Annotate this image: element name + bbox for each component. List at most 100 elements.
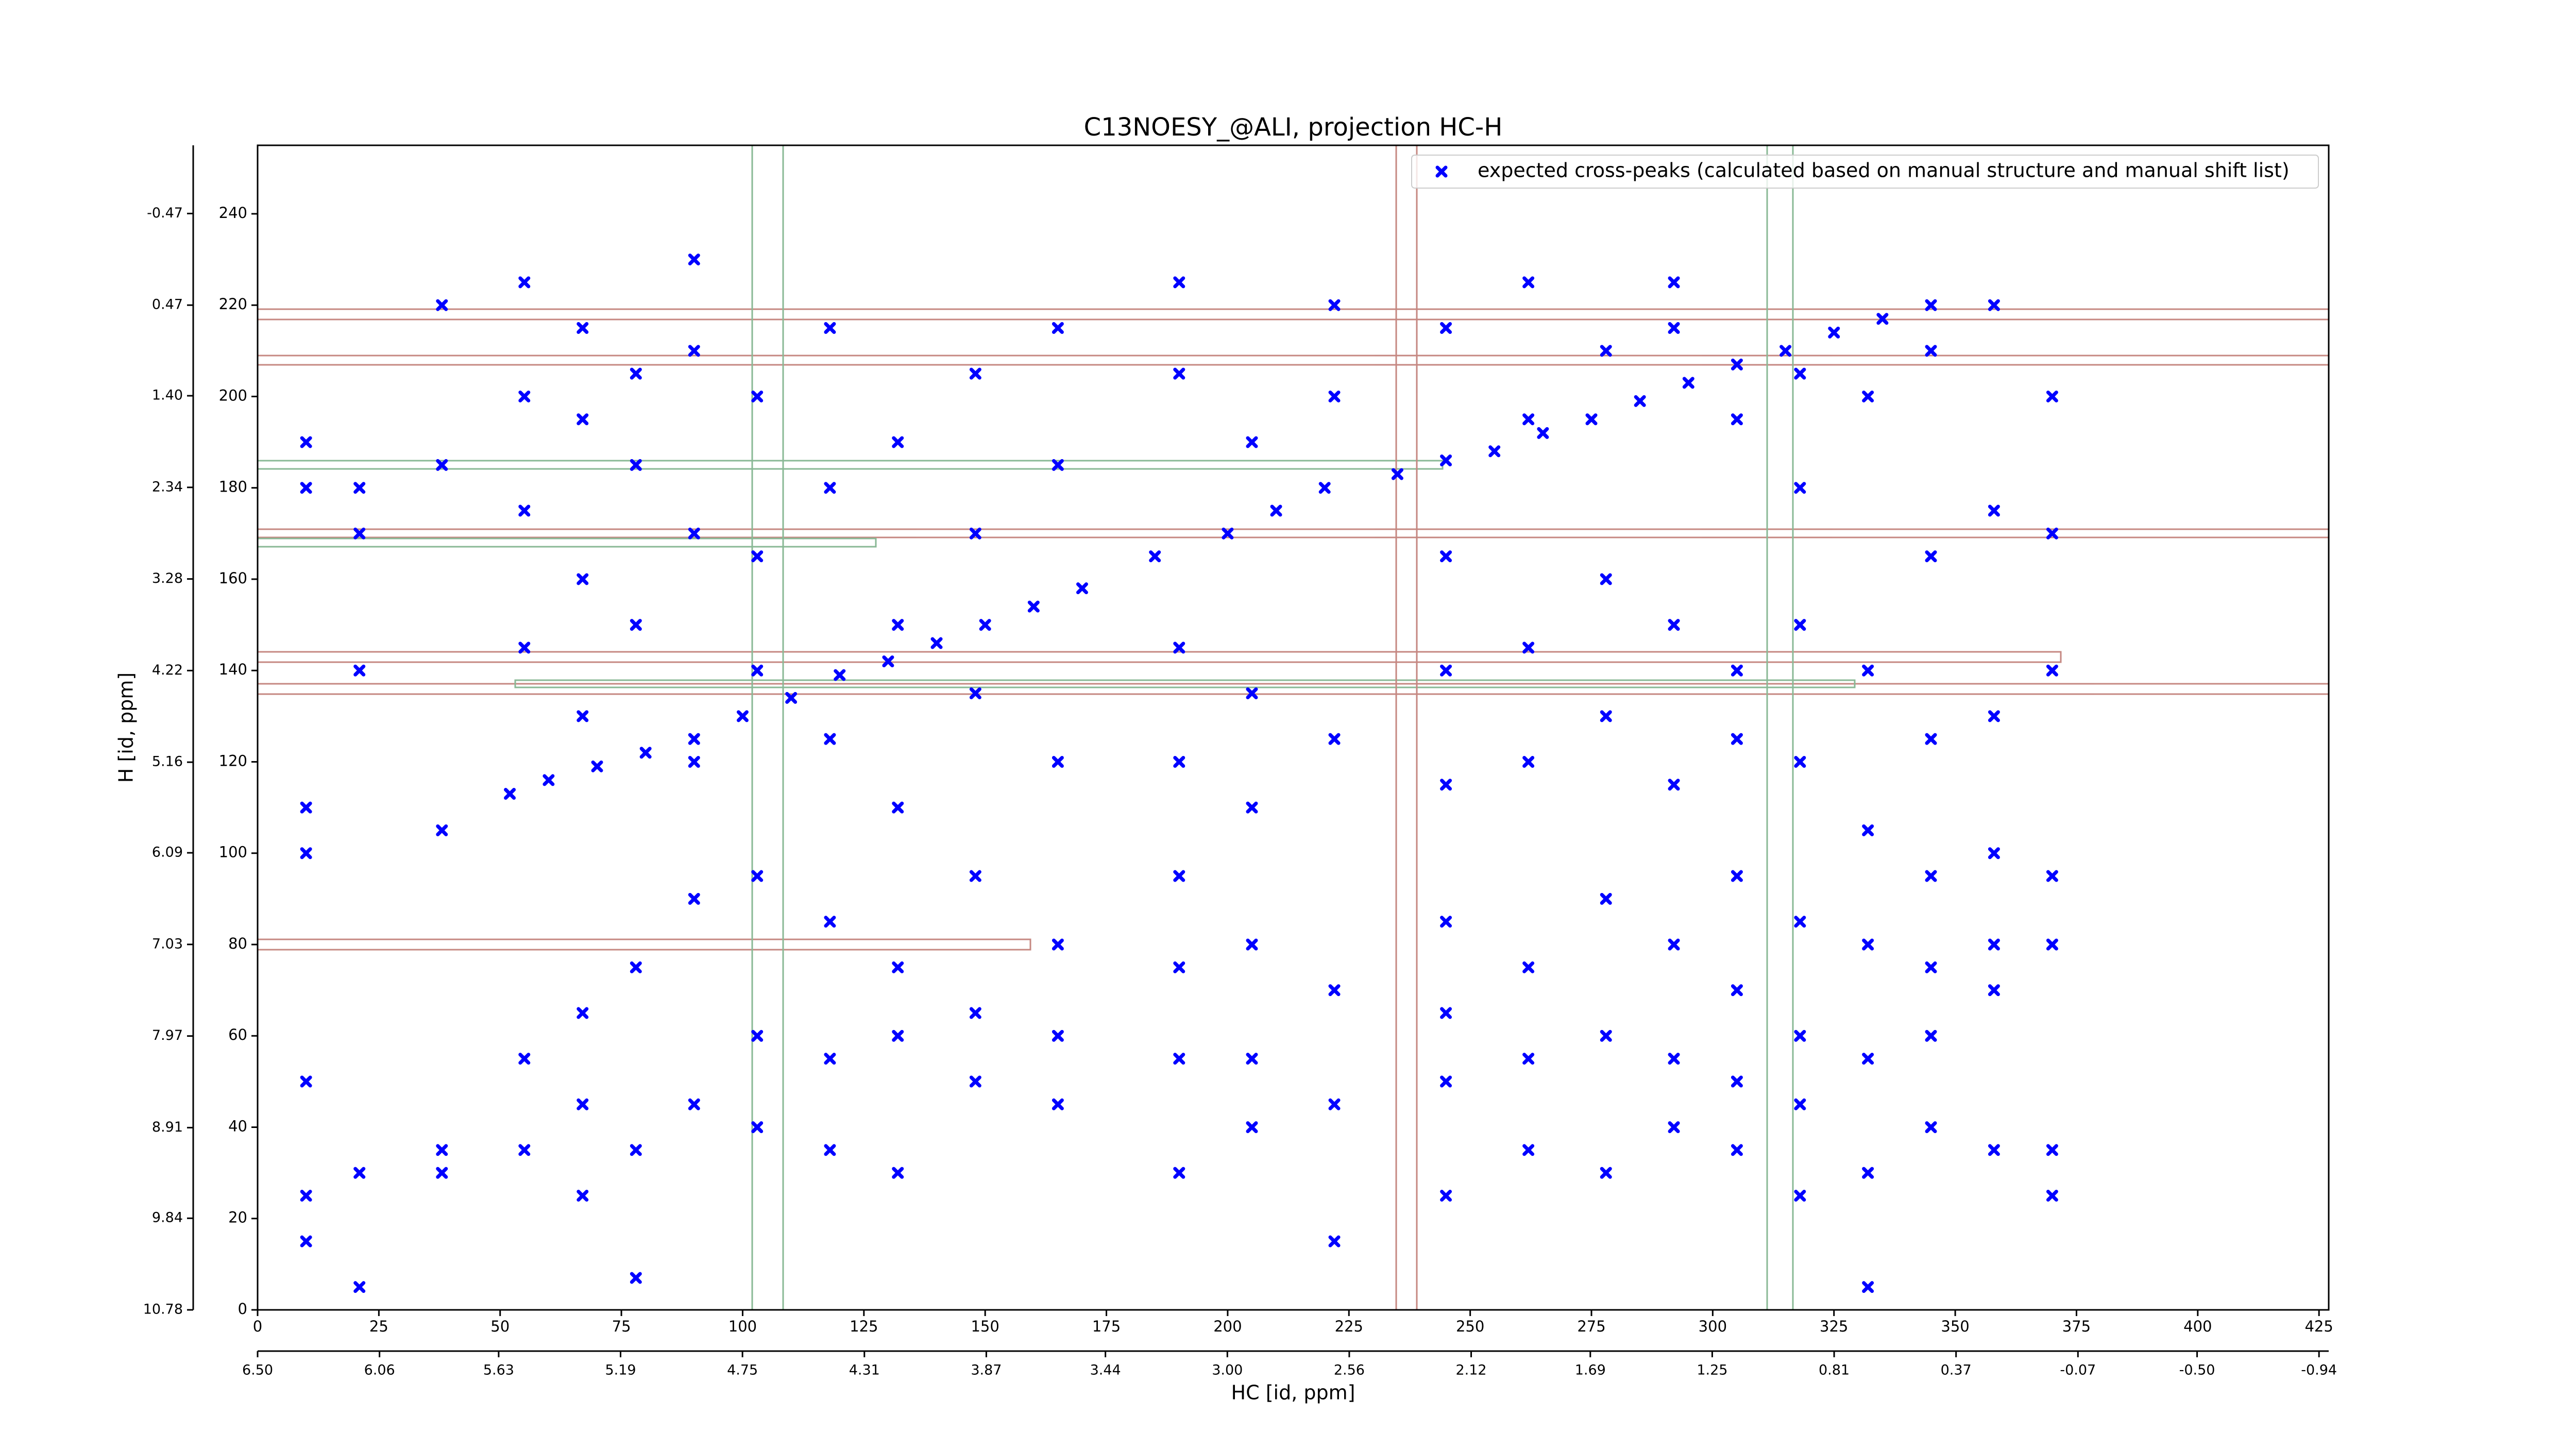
data-point (969, 1007, 981, 1019)
data-point (1862, 824, 1874, 836)
data-point (436, 824, 448, 836)
contour-band (257, 528, 2330, 538)
data-point (1731, 1075, 1743, 1088)
plot-frame (257, 144, 2330, 1311)
data-point (1600, 710, 1612, 722)
y2-tick-label: 9.84 (152, 1210, 183, 1226)
data-point (1440, 454, 1452, 467)
data-point (1328, 1235, 1341, 1248)
y-tick-label: 240 (219, 204, 247, 222)
data-point (1522, 1144, 1535, 1156)
data-point (1862, 1281, 1874, 1293)
y-tick-label: 120 (219, 752, 247, 769)
x2-tick-label: -0.50 (2179, 1362, 2215, 1378)
data-point (1988, 710, 2000, 722)
x-tick-label: 75 (612, 1318, 631, 1335)
data-point (1731, 984, 1743, 997)
data-point (892, 619, 904, 631)
data-point (1925, 1121, 1937, 1133)
data-point (630, 961, 642, 973)
y-axis-label: H [id, ppm] (115, 672, 138, 783)
data-point (577, 710, 589, 722)
x-tick-label: 225 (1335, 1318, 1363, 1335)
data-point (1173, 642, 1185, 654)
data-point (1668, 938, 1680, 951)
x2-tick-label: 0.37 (1941, 1362, 1972, 1378)
data-point (969, 687, 981, 700)
y2-tick-label: 0.47 (152, 297, 183, 313)
data-point (630, 459, 642, 471)
data-point (1876, 313, 1889, 325)
data-point (1925, 733, 1937, 745)
data-point (1988, 1144, 2000, 1156)
data-point (1862, 390, 1874, 402)
data-point (824, 482, 836, 494)
data-point (436, 459, 448, 471)
y2-tick-label: 10.78 (143, 1302, 183, 1318)
data-point (1794, 1030, 1806, 1042)
x-tick-label: 175 (1092, 1318, 1121, 1335)
data-point (1246, 1121, 1258, 1133)
data-point (736, 710, 749, 722)
x2-tick-label: -0.07 (2060, 1362, 2096, 1378)
y-tick-label: 0 (238, 1300, 247, 1318)
data-point (630, 1144, 642, 1156)
data-point (969, 1075, 981, 1088)
data-point (1668, 619, 1680, 631)
y-tick-label: 220 (219, 295, 247, 313)
y-tick-label: 140 (219, 661, 247, 678)
data-point (1731, 1144, 1743, 1156)
data-point (1052, 755, 1064, 768)
y2-tick-label: 6.09 (152, 845, 183, 861)
data-point (969, 367, 981, 380)
legend-box (1411, 155, 2319, 189)
data-point (639, 747, 652, 759)
data-point (591, 760, 603, 772)
contour-band (257, 355, 2330, 366)
data-point (1440, 664, 1452, 677)
data-point (630, 619, 642, 631)
x2-tick-label: 4.75 (727, 1362, 758, 1378)
data-point (1668, 1121, 1680, 1133)
y2-tick-label: 7.03 (152, 936, 183, 952)
data-point (577, 413, 589, 426)
data-point (2046, 938, 2058, 951)
data-point (518, 1144, 531, 1156)
data-point (969, 527, 981, 540)
data-point (1522, 276, 1535, 289)
data-point (834, 669, 846, 681)
data-point (577, 1007, 589, 1019)
data-point (1440, 1075, 1452, 1088)
x2-tick-label: 2.56 (1334, 1362, 1365, 1378)
data-point (1522, 642, 1535, 654)
data-point (1988, 504, 2000, 517)
data-point (2046, 1144, 2058, 1156)
data-point (824, 1144, 836, 1156)
data-point (882, 655, 894, 667)
data-point (1988, 984, 2000, 997)
data-point (1440, 322, 1452, 334)
data-point (892, 961, 904, 973)
data-point (1173, 367, 1185, 380)
data-point (1731, 870, 1743, 882)
data-point (353, 482, 366, 494)
data-point (1052, 459, 1064, 471)
contour-background (257, 144, 2330, 1311)
x-tick-label: 400 (2183, 1318, 2212, 1335)
data-point (1522, 1053, 1535, 1065)
data-point (1173, 1167, 1185, 1179)
contour-band (257, 683, 2330, 695)
data-point (1862, 1167, 1874, 1179)
data-point (1222, 527, 1234, 540)
data-point (751, 870, 764, 882)
data-point (1246, 938, 1258, 951)
data-point (751, 550, 764, 563)
y2-tick-label: 4.22 (152, 662, 183, 678)
data-point (1440, 550, 1452, 563)
contour-band (257, 308, 2330, 321)
data-point (2046, 664, 2058, 677)
data-point (300, 482, 312, 494)
x2-tick-label: 6.50 (242, 1362, 273, 1378)
data-point (979, 619, 991, 631)
data-point (518, 276, 531, 289)
